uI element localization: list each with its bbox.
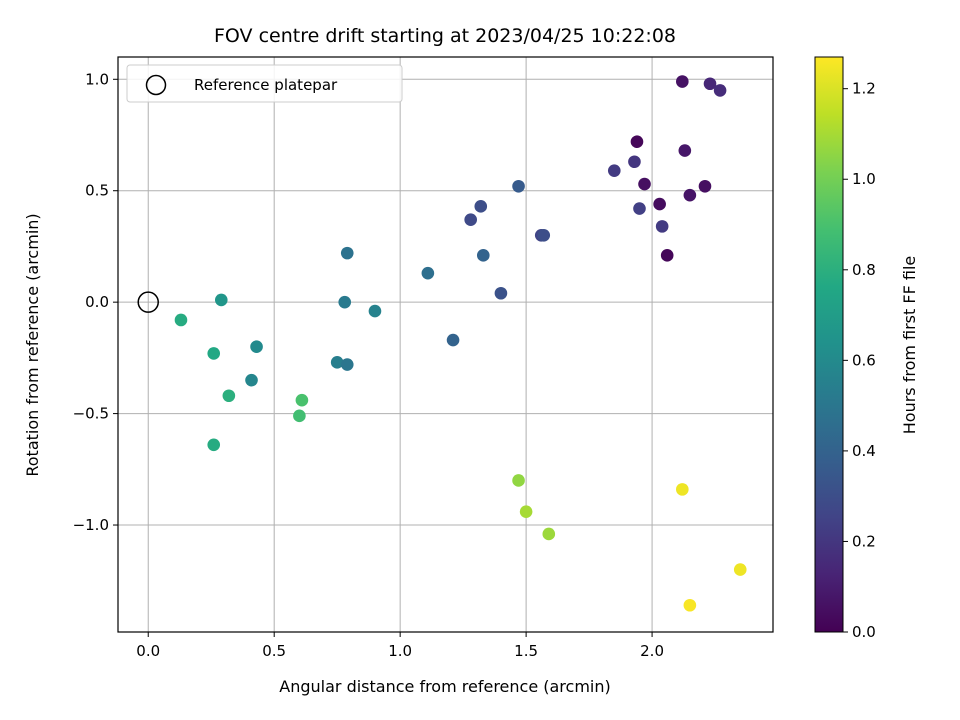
data-point [245, 373, 258, 387]
data-point [542, 527, 556, 541]
data-point [250, 340, 263, 354]
data-point [293, 409, 306, 423]
data-point [678, 144, 692, 157]
x-axis-ticks: 0.0 0.5 1.0 1.5 2.0 [136, 632, 664, 660]
data-point [733, 563, 747, 576]
x-tick-label: 0.0 [136, 642, 160, 660]
data-point [474, 200, 488, 213]
x-tick-label: 2.0 [640, 642, 664, 660]
data-point [698, 179, 712, 193]
data-point [683, 598, 697, 612]
legend-entry-reference: Reference platepar [194, 76, 338, 94]
colorbar-tick-label: 0.4 [852, 442, 876, 460]
data-point [338, 295, 352, 309]
colorbar-tick-label: 0.0 [852, 623, 876, 641]
y-tick-label: −1.0 [73, 516, 109, 534]
data-point [476, 249, 490, 262]
data-point [653, 197, 666, 211]
y-tick-label: −0.5 [73, 405, 109, 423]
legend-reference-marker [145, 74, 167, 96]
y-tick-label: 0.5 [85, 182, 109, 200]
data-point [655, 220, 669, 233]
data-point [630, 135, 644, 148]
reference-marker-layer [137, 291, 159, 313]
legend: Reference platepar [126, 64, 403, 103]
reference-platepar-marker [137, 291, 159, 313]
data-point [330, 356, 344, 369]
data-point [638, 177, 651, 191]
x-tick-label: 1.5 [514, 642, 538, 660]
legend-box [126, 64, 403, 103]
y-axis-label: Rotation from reference (arcmin) [23, 213, 42, 476]
data-point [628, 155, 641, 169]
data-point [683, 188, 697, 202]
data-point [607, 164, 621, 177]
x-tick-label: 1.0 [388, 642, 412, 660]
colorbar-tick-label: 1.2 [852, 80, 876, 98]
data-point [207, 438, 221, 452]
data-point [703, 77, 717, 91]
chart-title: FOV centre drift starting at 2023/04/25 … [214, 25, 676, 47]
y-tick-label: 0.0 [85, 293, 109, 311]
data-point [512, 474, 525, 487]
y-axis-ticks: −1.0 −0.5 0.0 0.5 1.0 [73, 70, 118, 534]
data-point [214, 293, 228, 307]
data-point [633, 202, 646, 215]
grid-lines [118, 57, 773, 632]
data-point [537, 228, 551, 242]
data-point [340, 246, 354, 260]
x-tick-label: 0.5 [262, 642, 286, 660]
plot-area-frame [117, 56, 774, 633]
data-point [222, 389, 236, 403]
data-points [174, 75, 747, 612]
data-point [295, 393, 309, 407]
colorbar-tick-label: 0.8 [852, 261, 876, 279]
colorbar-tick-label: 0.2 [852, 532, 876, 550]
data-point [494, 286, 508, 300]
data-point [446, 333, 460, 347]
data-point [713, 84, 727, 97]
colorbar-tick-label: 0.6 [852, 351, 876, 369]
data-point [421, 266, 435, 280]
colorbar-ticks: 0.0 0.2 0.4 0.6 0.8 1.0 1.2 [843, 80, 876, 641]
data-point [512, 179, 525, 193]
data-point [660, 249, 674, 262]
y-tick-label: 1.0 [85, 70, 109, 88]
data-point [464, 213, 477, 226]
colorbar [814, 56, 844, 633]
data-point [519, 505, 533, 518]
data-point [174, 313, 188, 327]
data-point [368, 304, 382, 318]
colorbar-label: Hours from first FF file [900, 256, 919, 435]
data-point [207, 347, 221, 360]
colorbar-tick-label: 1.0 [852, 170, 876, 188]
x-axis-label: Angular distance from reference (arcmin) [279, 677, 610, 696]
data-point [676, 75, 689, 88]
data-point [340, 358, 354, 371]
data-point [676, 483, 689, 496]
